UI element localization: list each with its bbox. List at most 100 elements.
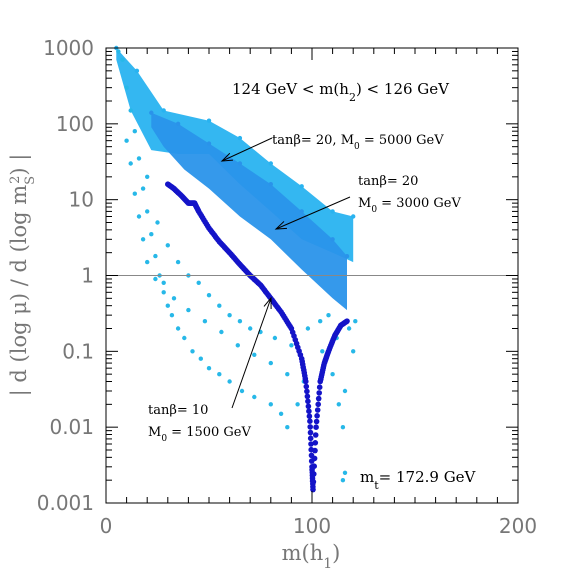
scatter-point	[320, 349, 325, 354]
arrow-tan10-m1500	[231, 297, 272, 409]
curve-point	[315, 401, 322, 408]
band-point	[299, 184, 304, 189]
arrow-tan20-m5000	[221, 137, 273, 162]
scatter-point	[351, 349, 356, 354]
annotation-mass-window: 124 GeV < m(h2) < 126 GeV	[232, 80, 450, 104]
scatter-point	[128, 161, 133, 166]
curve-point	[311, 471, 317, 477]
x-tick-label: 200	[499, 514, 537, 538]
scatter-point	[239, 388, 245, 394]
curve-point	[308, 441, 314, 447]
scatter-point	[340, 425, 346, 430]
scatter-point	[165, 303, 170, 308]
scatter-point	[217, 372, 222, 377]
scatter-point	[202, 319, 208, 324]
x-tick-label: 0	[100, 514, 113, 538]
scatter-point	[248, 326, 253, 331]
scatter-point	[278, 411, 284, 416]
ticks-layer	[105, 47, 519, 504]
band-point	[237, 161, 243, 166]
band-point	[175, 121, 181, 127]
scatter-point	[186, 307, 191, 313]
curve-point	[303, 378, 309, 385]
arrow-tan10-m1500-head	[263, 296, 272, 310]
scatter-point	[124, 85, 129, 90]
scatter-point	[161, 290, 166, 295]
curve-point	[316, 390, 323, 396]
band-point	[206, 118, 212, 123]
curve-point	[314, 407, 321, 413]
curve-point	[314, 413, 320, 419]
y-tick-label: 0.1	[62, 339, 94, 363]
scatter-point	[285, 372, 290, 377]
curve-point	[315, 395, 322, 402]
scatter-point	[169, 313, 175, 318]
band-point	[237, 135, 243, 141]
scatter-point	[336, 402, 341, 407]
scatter-point	[161, 280, 166, 285]
curve-point	[344, 318, 350, 324]
curve-point	[312, 432, 319, 438]
curve-point	[310, 479, 317, 485]
y-axis-title: | d (log μ) / d (log mS2) |	[7, 154, 38, 397]
scatter-point	[149, 232, 154, 237]
curve-point	[313, 424, 319, 431]
annotation-tan20-m5000: tanβ= 20, M0 = 5000 GeV	[272, 133, 444, 152]
scatter-point	[140, 186, 146, 191]
scatter-point	[136, 214, 142, 219]
scatter-point	[165, 243, 170, 248]
y-tick-label: 10	[69, 188, 94, 212]
scatter-point	[153, 253, 158, 259]
scatter-point	[198, 356, 203, 361]
arrow-tan20-m3000-head	[274, 221, 288, 230]
scatter-point	[340, 478, 346, 483]
curve-point	[306, 413, 313, 420]
scatter-point	[196, 280, 201, 285]
scatter-point	[237, 319, 243, 324]
scatter-point	[124, 138, 129, 143]
scatter-point	[132, 129, 137, 134]
scatter-point	[252, 394, 257, 400]
curve-point	[312, 447, 318, 454]
y-tick-label: 100	[56, 112, 94, 136]
arrow-tan20-m5000-head	[220, 152, 234, 162]
scatter-point	[305, 326, 311, 331]
scatter-point	[136, 156, 142, 161]
scatter-point	[155, 220, 160, 225]
curve-point	[304, 388, 310, 395]
curve-point	[305, 398, 311, 405]
scatter-point	[289, 343, 294, 348]
band-point	[351, 214, 356, 219]
scatter-point	[342, 388, 348, 394]
band-point	[161, 108, 166, 113]
band-point	[344, 253, 350, 259]
band-point	[330, 209, 335, 214]
scatter-point	[342, 470, 348, 475]
scatter-point	[132, 191, 137, 196]
scatter-point	[268, 360, 273, 366]
curve-point	[305, 403, 312, 410]
scatter-point	[120, 57, 125, 62]
scatter-point	[353, 319, 358, 324]
curve-point	[311, 455, 318, 462]
band-point	[268, 161, 273, 166]
annotation-arrows	[220, 137, 351, 409]
y-tick-label: 0.01	[49, 415, 94, 439]
y-tick-label: 0.001	[37, 491, 94, 515]
scatter-point	[227, 379, 232, 384]
scatter-point	[217, 303, 222, 308]
scatter-point	[171, 296, 177, 301]
curve-point	[306, 408, 312, 415]
scatter-point	[145, 174, 150, 179]
scatter-point	[116, 49, 121, 54]
scatter-point	[318, 319, 323, 324]
band-point	[330, 237, 335, 242]
scatter-point	[227, 313, 232, 318]
scatter-point	[346, 326, 352, 331]
scatter-point	[295, 402, 300, 407]
scatter-point	[206, 293, 212, 298]
scatter-point	[175, 259, 181, 265]
scatter-point	[190, 349, 195, 354]
band-point	[206, 141, 212, 146]
